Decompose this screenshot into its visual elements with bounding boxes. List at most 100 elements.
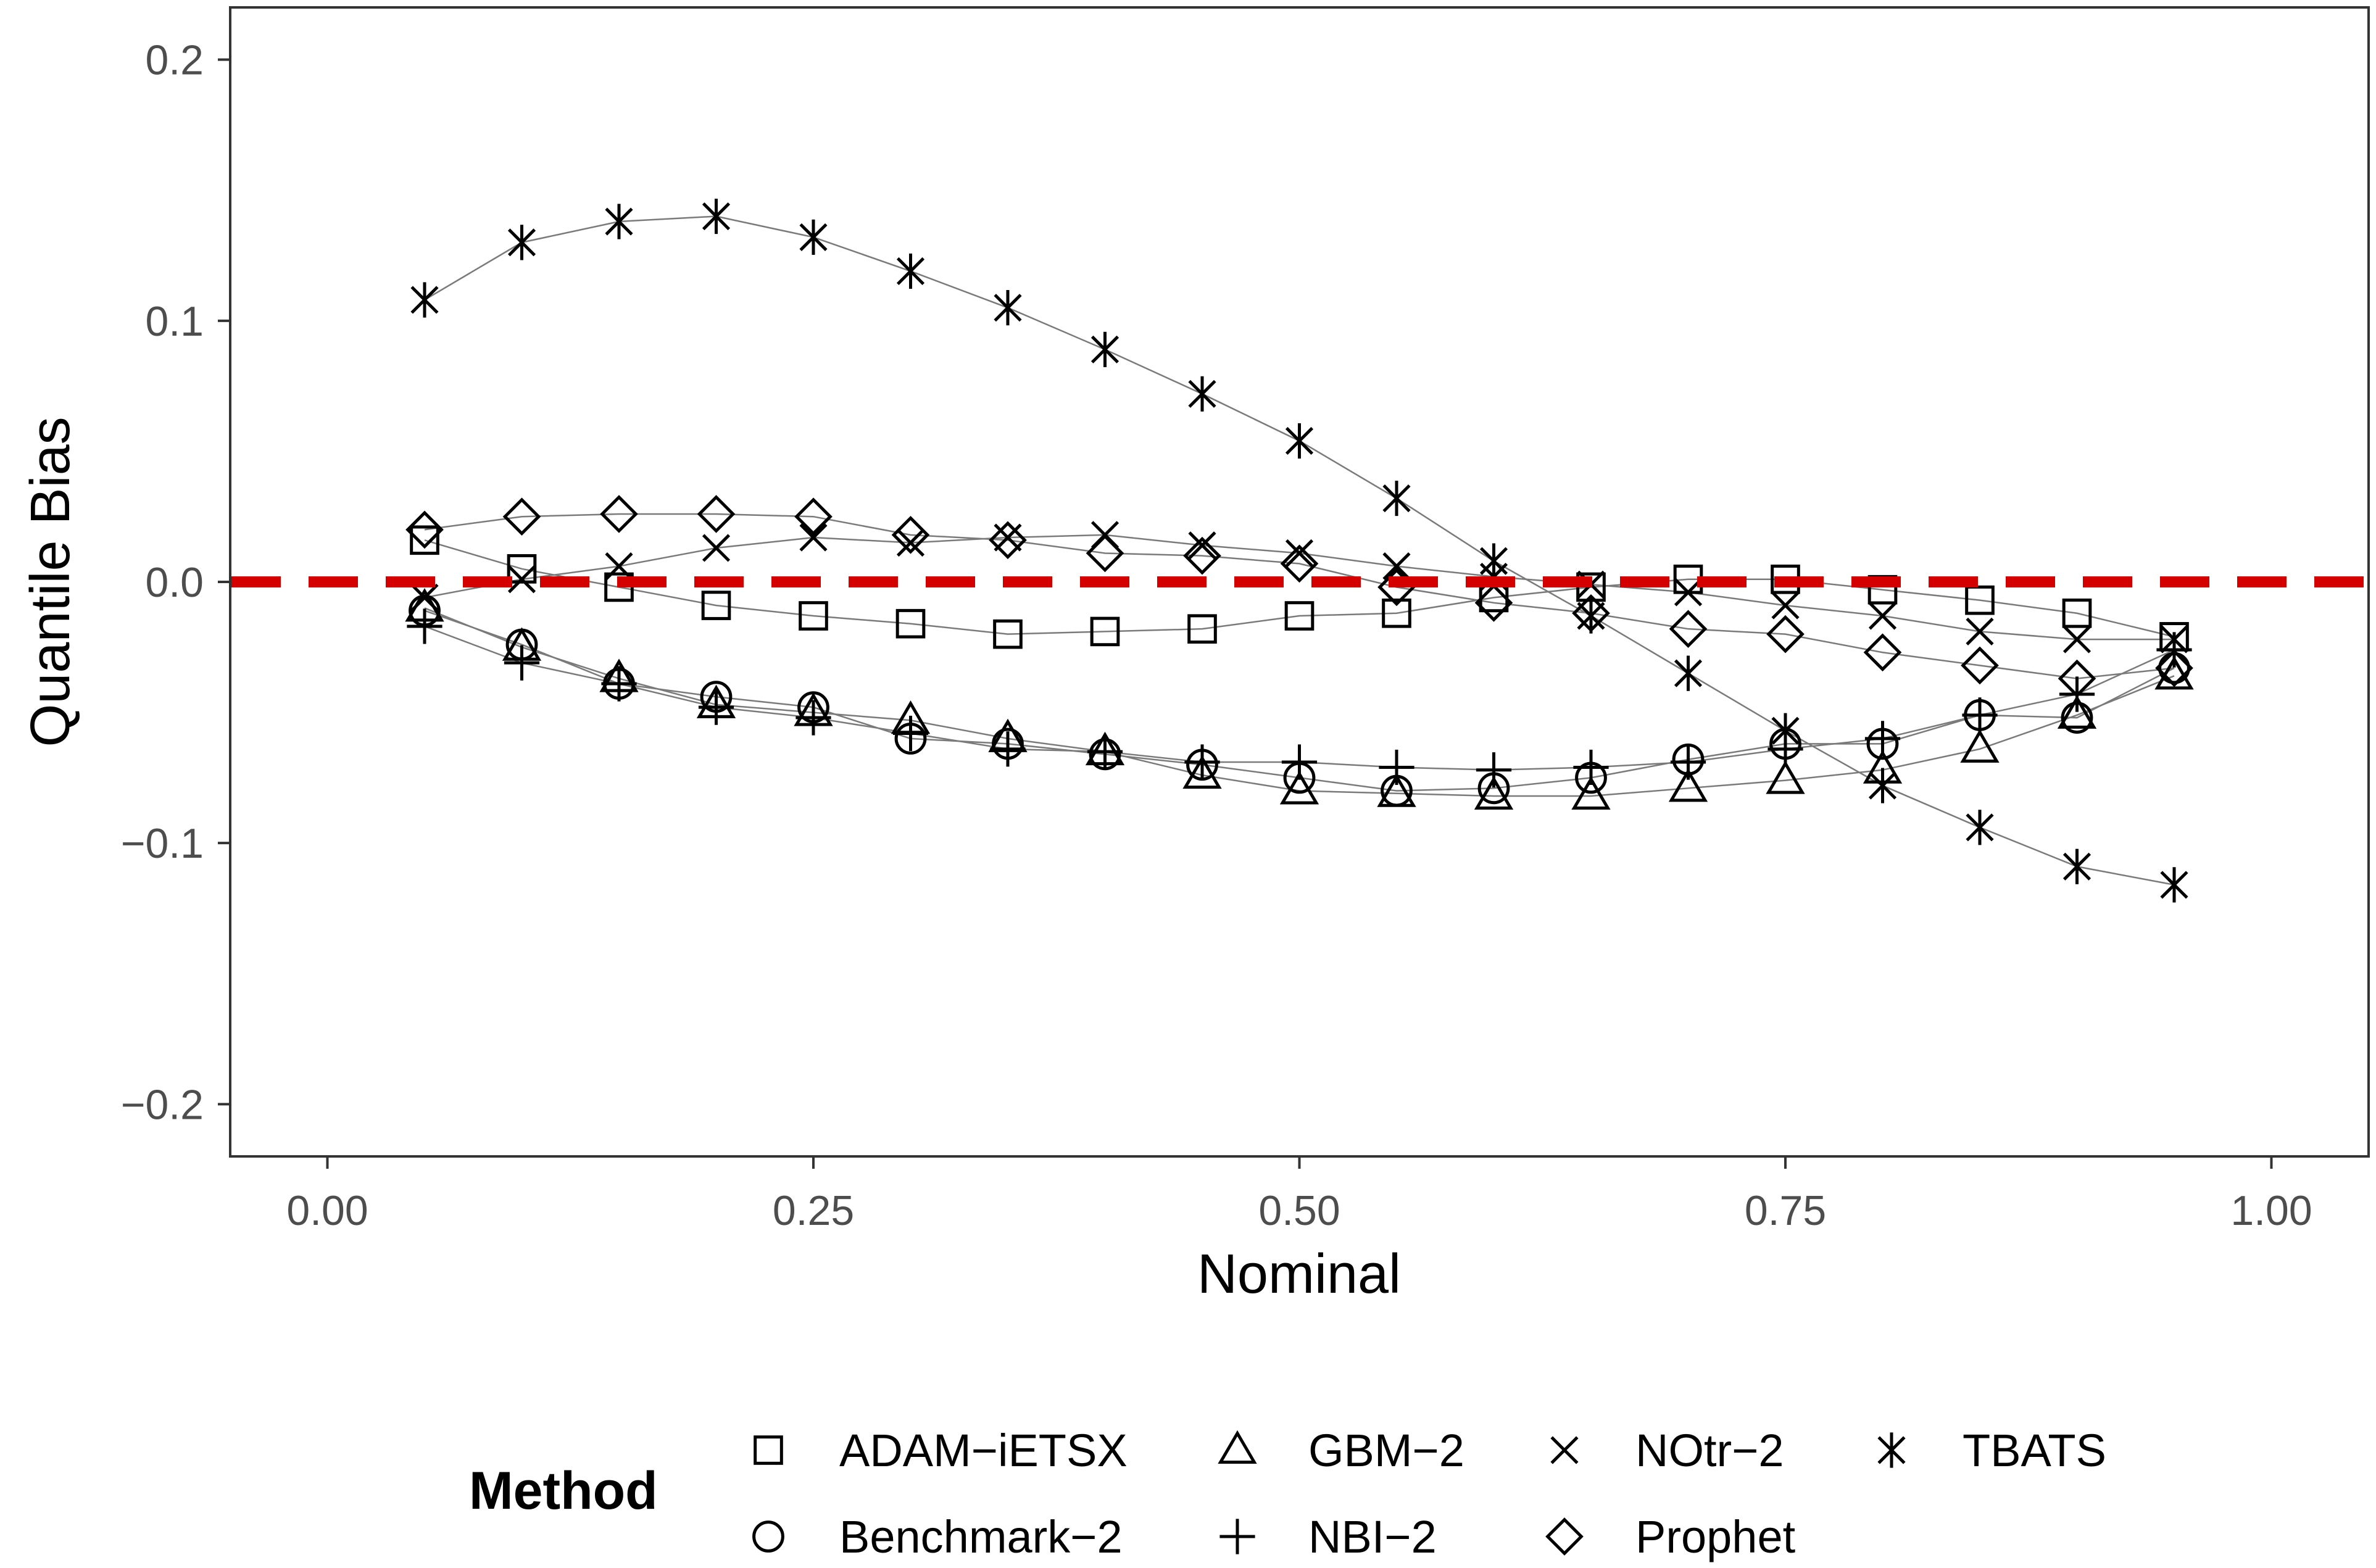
data-point-notr-2: [605, 552, 633, 581]
data-point-tbats: [1966, 810, 1994, 845]
data-point-tbats: [2062, 848, 2091, 884]
series-line-prophet: [424, 513, 2175, 679]
data-point-adam-ietsx: [410, 525, 439, 555]
data-point-tbats: [799, 219, 828, 255]
data-point-notr-2: [2160, 625, 2188, 653]
data-point-notr-2: [410, 583, 439, 612]
data-point-adam-ietsx: [1382, 598, 1411, 628]
x-tick-label: 0.25: [773, 1187, 854, 1234]
data-point-notr-2: [994, 523, 1022, 552]
legend-item-prophet: Prophet: [1545, 1511, 1796, 1562]
data-point-gbm-2: [1668, 768, 1708, 802]
data-point-tbats: [1479, 543, 1508, 579]
data-point-adam-ietsx: [1965, 585, 1995, 615]
data-point-tbats: [605, 204, 633, 239]
data-point-gbm-2: [1279, 771, 1319, 805]
data-point-gbm-2: [2057, 695, 2097, 729]
legend-item-benchmark-2: Benchmark−2: [752, 1511, 1123, 1562]
legend-key-notr-2: [1550, 1436, 1579, 1464]
data-point-prophet: [502, 497, 541, 536]
legend-item-gbm-2: GBM−2: [1218, 1425, 1464, 1476]
legend-label: NBI−2: [1308, 1511, 1437, 1562]
legend-item-adam-ietsx: ADAM−iETSX: [754, 1425, 1128, 1476]
data-point-nbi-2: [1476, 752, 1512, 788]
data-point-nbi-2: [990, 731, 1026, 767]
legend-label: TBATS: [1963, 1425, 2106, 1476]
data-point-adam-ietsx: [1284, 601, 1315, 631]
data-point-notr-2: [1966, 617, 1994, 645]
x-axis-title: Nominal: [1197, 1243, 1401, 1305]
data-point-prophet: [794, 497, 833, 536]
data-point-tbats: [1577, 598, 1605, 634]
data-point-prophet: [1863, 633, 1902, 672]
legend-key-prophet: [1545, 1517, 1584, 1556]
legend-item-notr-2: NOtr−2: [1550, 1425, 1784, 1476]
legend-key-benchmark-2: [752, 1520, 784, 1553]
legend-key-adam-ietsx: [754, 1435, 783, 1465]
data-point-gbm-2: [1377, 773, 1416, 807]
legend-key-tbats: [1877, 1432, 1906, 1468]
data-point-gbm-2: [2154, 656, 2194, 690]
x-axis: 0.00 0.25 0.50 0.75 1.00: [286, 1156, 2312, 1234]
data-point-tbats: [1771, 713, 1800, 749]
legend-item-tbats: TBATS: [1877, 1425, 2106, 1476]
data-point-nbi-2: [1573, 749, 1609, 786]
data-point-gbm-2: [1571, 776, 1611, 810]
data-point-notr-2: [702, 534, 731, 562]
data-point-prophet: [1669, 610, 1708, 649]
data-point-gbm-2: [1766, 760, 1805, 794]
data-point-nbi-2: [1184, 744, 1220, 780]
data-point-prophet: [2058, 659, 2096, 698]
x-tick-label: 0.50: [1258, 1187, 1340, 1234]
data-point-notr-2: [799, 523, 828, 552]
data-point-tbats: [1090, 331, 1119, 367]
data-point-notr-2: [1285, 539, 1314, 568]
data-point-prophet: [1766, 615, 1805, 653]
data-point-prophet: [1086, 534, 1124, 573]
x-tick-label: 1.00: [2230, 1187, 2312, 1234]
data-point-tbats: [2160, 867, 2188, 903]
data-point-gbm-2: [1182, 755, 1222, 789]
series-line-adam-ietsx: [424, 539, 2175, 638]
y-tick-label: 0.0: [145, 559, 204, 606]
data-point-nbi-2: [892, 715, 929, 752]
legend-key-gbm-2: [1218, 1430, 1257, 1464]
data-point-prophet: [891, 515, 930, 554]
data-point-prophet: [697, 495, 736, 533]
data-point-nbi-2: [1864, 721, 1901, 757]
data-point-tbats: [410, 282, 439, 318]
legend-title: Method: [469, 1461, 658, 1520]
data-point-tbats: [994, 290, 1022, 326]
legend-label: GBM−2: [1308, 1425, 1464, 1476]
legend-label: NOtr−2: [1635, 1425, 1784, 1476]
data-point-nbi-2: [504, 645, 540, 681]
data-point-nbi-2: [1087, 734, 1123, 769]
legend-key-nbi-2: [1219, 1519, 1255, 1554]
data-point-tbats: [896, 253, 925, 289]
legend-label: ADAM−iETSX: [839, 1425, 1128, 1476]
y-tick-label: −0.2: [121, 1081, 204, 1128]
data-point-adam-ietsx: [895, 608, 926, 639]
data-point-notr-2: [1771, 591, 1800, 620]
data-point-prophet: [1961, 646, 1999, 685]
x-tick-label: 0.00: [286, 1187, 368, 1234]
y-axis: 0.2 0.1 0.0 −0.1 −0.2: [121, 37, 230, 1128]
data-point-tbats: [1868, 768, 1897, 803]
data-point-adam-ietsx: [993, 619, 1023, 649]
series-markers: [405, 198, 2194, 903]
data-point-notr-2: [1674, 578, 1703, 607]
data-point-tbats: [1382, 480, 1411, 516]
data-point-tbats: [507, 225, 536, 260]
y-axis-title: Quantile Bias: [20, 417, 81, 747]
data-point-notr-2: [2062, 625, 2091, 653]
data-point-nbi-2: [1670, 744, 1706, 780]
data-point-notr-2: [1188, 531, 1216, 560]
data-point-prophet: [1280, 544, 1319, 583]
data-point-tbats: [1285, 423, 1314, 459]
data-point-notr-2: [896, 528, 925, 557]
data-point-prophet: [989, 521, 1027, 560]
data-point-adam-ietsx: [1187, 614, 1217, 644]
legend-label: Benchmark−2: [839, 1511, 1123, 1562]
data-point-notr-2: [1382, 552, 1411, 581]
data-point-tbats: [1674, 655, 1703, 691]
